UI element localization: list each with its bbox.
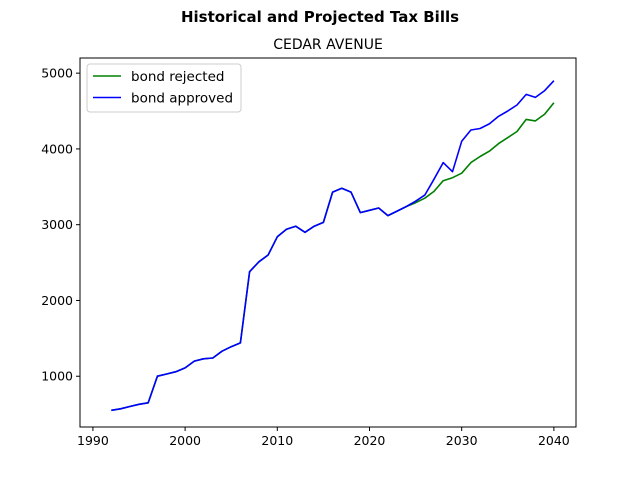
y-tick-label: 1000 <box>41 369 73 384</box>
series-lines <box>111 80 555 412</box>
y-tick-label: 2000 <box>41 293 73 308</box>
legend: bond rejected bond approved <box>86 63 242 113</box>
x-tick-label: 2020 <box>354 433 386 448</box>
x-tick-label: 2010 <box>261 433 293 448</box>
x-tick-label: 2000 <box>169 433 201 448</box>
y-tick-label: 3000 <box>41 217 73 232</box>
x-tick-label: 1990 <box>77 433 109 448</box>
legend-label: bond rejected <box>131 69 224 85</box>
x-tick-label: 2030 <box>446 433 478 448</box>
plot-frame <box>79 57 577 428</box>
y-tick-label: 5000 <box>41 66 73 81</box>
series-line-1 <box>111 102 555 412</box>
legend-label: bond approved <box>131 91 233 107</box>
series-line-2 <box>111 80 555 412</box>
x-tick-label: 2040 <box>538 433 570 448</box>
figure-title: Historical and Projected Tax Bills <box>181 8 459 26</box>
x-ticks: 1990 2000 2010 2020 2030 2040 <box>77 427 570 448</box>
y-tick-label: 4000 <box>41 141 73 156</box>
chart-title: CEDAR AVENUE <box>273 37 383 53</box>
y-ticks: 1000 2000 3000 4000 5000 <box>41 66 80 384</box>
legend-box <box>86 63 242 113</box>
